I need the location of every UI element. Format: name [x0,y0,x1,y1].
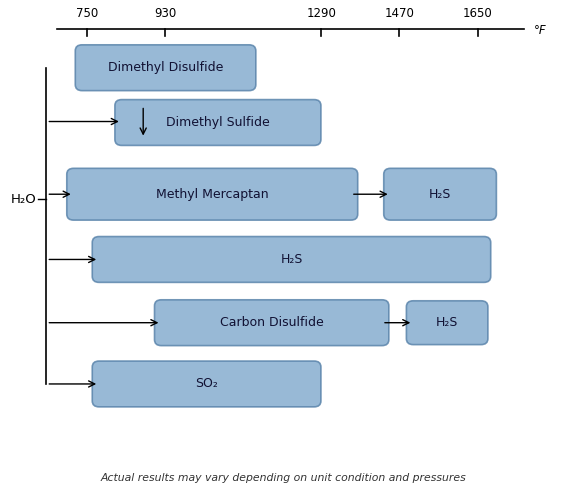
FancyBboxPatch shape [115,100,321,145]
FancyBboxPatch shape [155,300,389,346]
Text: 1650: 1650 [462,7,492,20]
Text: °F: °F [534,24,546,37]
Text: SO₂: SO₂ [195,377,218,390]
FancyBboxPatch shape [92,361,321,407]
Text: Carbon Disulfide: Carbon Disulfide [220,316,324,329]
FancyBboxPatch shape [75,45,256,91]
Text: 1290: 1290 [306,7,336,20]
Text: H₂S: H₂S [429,188,451,201]
Text: 930: 930 [154,7,176,20]
Text: Actual results may vary depending on unit condition and pressures: Actual results may vary depending on uni… [100,473,466,483]
FancyBboxPatch shape [92,237,491,282]
FancyBboxPatch shape [67,168,358,220]
Text: H₂S: H₂S [436,316,458,329]
FancyBboxPatch shape [384,168,496,220]
Text: Dimethyl Sulfide: Dimethyl Sulfide [166,116,270,129]
Text: 750: 750 [76,7,98,20]
Text: Methyl Mercaptan: Methyl Mercaptan [156,188,268,201]
Text: Dimethyl Disulfide: Dimethyl Disulfide [108,61,223,74]
Text: 1470: 1470 [384,7,414,20]
FancyBboxPatch shape [406,301,488,345]
Text: H₂O: H₂O [11,193,37,206]
Text: H₂S: H₂S [280,253,303,266]
